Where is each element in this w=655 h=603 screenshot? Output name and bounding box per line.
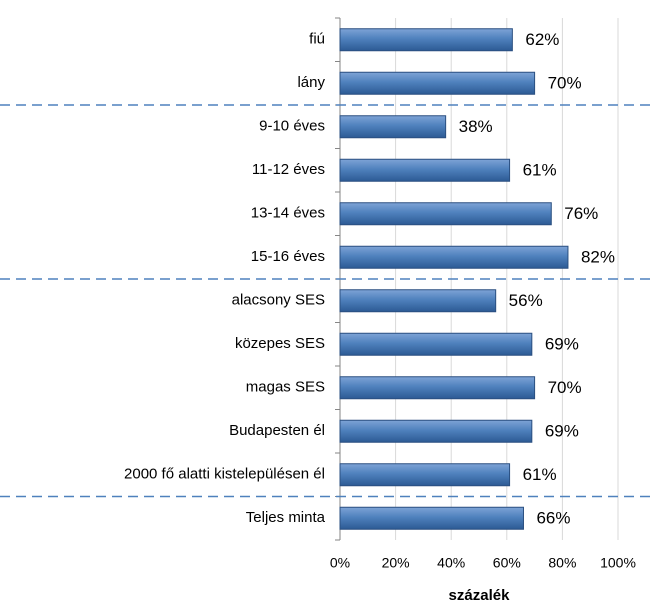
x-tick-label: 60% — [493, 555, 521, 571]
y-tick-label: 2000 fő alatti kistelepülésen él — [124, 466, 325, 483]
y-tick-label: alacsony SES — [232, 292, 325, 309]
value-label: 70% — [548, 378, 582, 397]
x-tick-label: 40% — [437, 555, 465, 571]
y-tick-label: 9-10 éves — [259, 118, 325, 135]
value-label: 69% — [545, 422, 579, 441]
y-tick-label: 13-14 éves — [251, 205, 325, 222]
bar — [339, 463, 511, 487]
bar — [339, 289, 497, 313]
y-tick-label: 15-16 éves — [251, 248, 325, 265]
bar — [339, 202, 552, 226]
bar — [339, 71, 536, 95]
x-tick-label: 100% — [600, 555, 636, 571]
value-label: 61% — [523, 465, 557, 484]
y-tick-label: fiú — [309, 31, 325, 48]
value-label: 61% — [523, 161, 557, 180]
value-label: 56% — [509, 291, 543, 310]
value-label: 70% — [548, 74, 582, 93]
value-label: 82% — [581, 248, 615, 267]
bar — [339, 245, 569, 269]
bar — [339, 28, 513, 52]
x-tick-label: 20% — [382, 555, 410, 571]
y-tick-label: lány — [297, 74, 325, 91]
value-label: 66% — [536, 509, 570, 528]
bar — [339, 158, 511, 182]
x-axis-title: százalék — [449, 587, 511, 603]
value-label: 38% — [459, 117, 493, 136]
bar — [339, 506, 524, 530]
x-tick-label: 80% — [548, 555, 576, 571]
value-label: 62% — [525, 30, 559, 49]
x-tick-label: 0% — [330, 555, 350, 571]
bar — [339, 115, 447, 139]
value-label: 76% — [564, 204, 598, 223]
bar — [339, 376, 536, 400]
bar — [339, 419, 533, 443]
y-tick-label: Budapesten él — [229, 422, 325, 439]
y-tick-label: magas SES — [246, 379, 325, 396]
y-tick-label: 11-12 éves — [252, 161, 325, 178]
y-tick-label: közepes SES — [235, 335, 325, 352]
value-label: 69% — [545, 335, 579, 354]
bar — [339, 332, 533, 356]
y-tick-label: Teljes minta — [246, 509, 326, 526]
